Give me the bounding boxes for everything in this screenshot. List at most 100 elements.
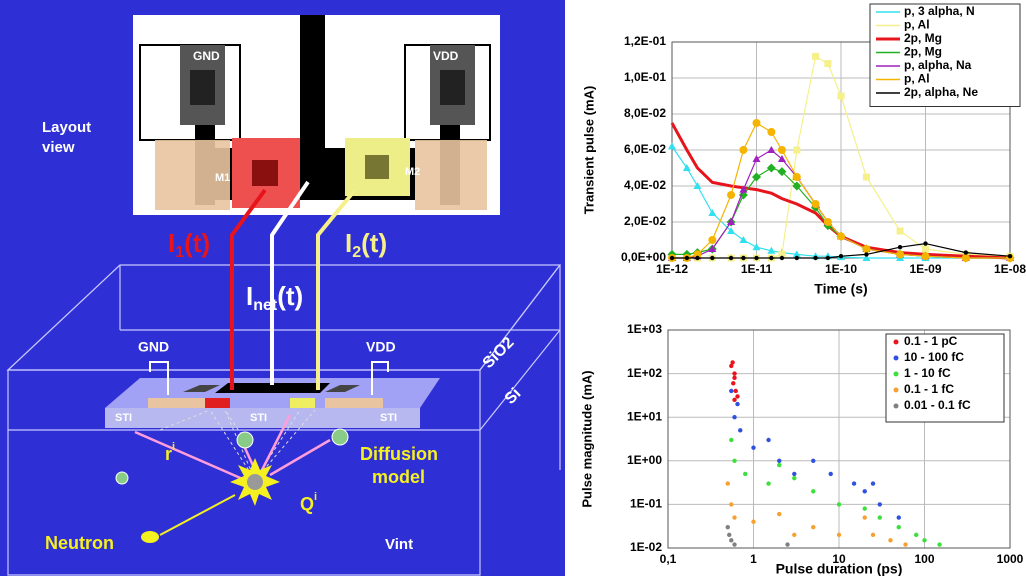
marker: [837, 232, 845, 241]
inet-wire: [270, 180, 310, 385]
symbol: I: [168, 228, 175, 258]
scatter-point: [877, 502, 882, 507]
symbol: r: [165, 444, 172, 464]
scatter-point: [732, 415, 737, 420]
scatter-point: [732, 397, 737, 403]
x-tick-label: 10: [832, 552, 846, 566]
x-tick-label: 1E-08: [994, 262, 1026, 276]
y-tick-label: 1E-01: [630, 497, 662, 511]
nucleus: [247, 474, 263, 490]
marker: [767, 128, 776, 136]
legend-label: p, Al: [904, 18, 930, 32]
m1-contact: [252, 160, 278, 186]
marker: [693, 250, 702, 259]
marker: [727, 191, 736, 199]
qi-label: Qi: [300, 491, 317, 514]
marker: [668, 142, 676, 150]
y-tick-label: 6,0E-02: [624, 142, 666, 156]
plot-frame: [667, 329, 1011, 549]
scatter-point: [732, 371, 737, 376]
marker: [825, 255, 831, 261]
marker: [769, 255, 774, 261]
legend-label: 2p, Mg: [904, 31, 942, 45]
gnd-contact: [190, 70, 215, 105]
marker: [739, 236, 748, 243]
neutron-label: Neutron: [45, 533, 114, 553]
legend-label: p, alpha, Na: [904, 58, 972, 72]
scatter-point: [727, 532, 732, 538]
scatter-point: [870, 481, 876, 486]
drain-yellow: [290, 398, 315, 408]
particle: [115, 471, 129, 485]
metal: [300, 15, 325, 155]
marker: [739, 146, 748, 154]
legend-swatch: [893, 339, 899, 345]
chart: 1E-02 1E-01 1E+00 1E+01 1E+02 1E+03 0,1 1 10 100 1…: [579, 322, 1024, 577]
scatter-point: [836, 532, 842, 538]
subscript: 2: [352, 244, 361, 261]
sti-label: STI: [250, 412, 267, 424]
marker: [813, 255, 818, 261]
argument: (t): [361, 228, 387, 258]
y-axis-title: Pulse magnitude (mA): [579, 370, 594, 507]
marker: [837, 92, 845, 100]
scatter-point: [937, 542, 942, 547]
neutron-path: [159, 494, 236, 536]
scatter-point: [792, 471, 797, 477]
y-tick-label: 1,0E-01: [624, 70, 666, 84]
gnd-label: GND: [138, 339, 169, 355]
marker: [811, 200, 820, 208]
marker: [864, 252, 869, 257]
marker: [778, 250, 786, 258]
legend-swatch: [893, 355, 899, 361]
marker: [741, 255, 746, 261]
scatter-point: [730, 360, 735, 365]
scatter-point: [896, 515, 901, 520]
x-tick-label: 1E-12: [656, 262, 688, 276]
y-tick-label: 1,2E-01: [624, 34, 666, 48]
scatter-point: [877, 515, 882, 520]
marker: [922, 245, 929, 253]
marker: [727, 218, 736, 225]
ri-label: ri: [165, 441, 175, 464]
series-line: [672, 242, 1011, 259]
marker: [896, 250, 905, 259]
x-tick-label: 100: [914, 552, 934, 566]
legend-label: 0.1 - 1 pC: [904, 334, 958, 348]
i1-wire: [230, 188, 267, 390]
x-tick-label: 1000: [997, 552, 1024, 566]
y-tick-label: 8,0E-02: [624, 106, 666, 120]
x-axis-title: Time (s): [814, 281, 867, 297]
sti-label: STI: [115, 412, 132, 424]
legend-label: 0.1 - 1 fC: [904, 382, 954, 396]
symbol: I: [345, 228, 352, 258]
scatter-point: [743, 471, 748, 477]
legend-label: 0.01 - 0.1 fC: [904, 398, 971, 412]
marker: [862, 254, 871, 261]
scatter-point: [732, 458, 737, 463]
vdd-wire: [371, 361, 389, 395]
scatter-point: [785, 542, 790, 547]
superscript: i: [314, 491, 317, 503]
legend-box: [885, 333, 1005, 423]
legend-swatch: [893, 403, 899, 409]
marker: [739, 185, 748, 193]
subscript: 1: [175, 244, 184, 261]
marker: [752, 172, 761, 182]
marker: [695, 255, 700, 261]
y-tick-label: 0,0E+00: [621, 250, 666, 264]
marker: [794, 255, 800, 261]
marker: [921, 252, 930, 261]
layout-view-label: Layout: [42, 119, 91, 136]
marker: [708, 209, 717, 216]
vdd-label: VDD: [366, 339, 396, 355]
marker: [752, 155, 761, 162]
metal-interconnect: [215, 383, 330, 393]
legend-swatch: [893, 371, 899, 377]
diffusion-label: Diffusion: [360, 444, 438, 464]
device-diagram: GND VDD M1 M2 Layout view STI STI STI GN…: [0, 0, 565, 576]
scatter-point: [735, 394, 740, 399]
marker: [752, 119, 761, 127]
scatter-point: [811, 524, 816, 530]
x-tick-label: 1E-10: [825, 262, 857, 276]
